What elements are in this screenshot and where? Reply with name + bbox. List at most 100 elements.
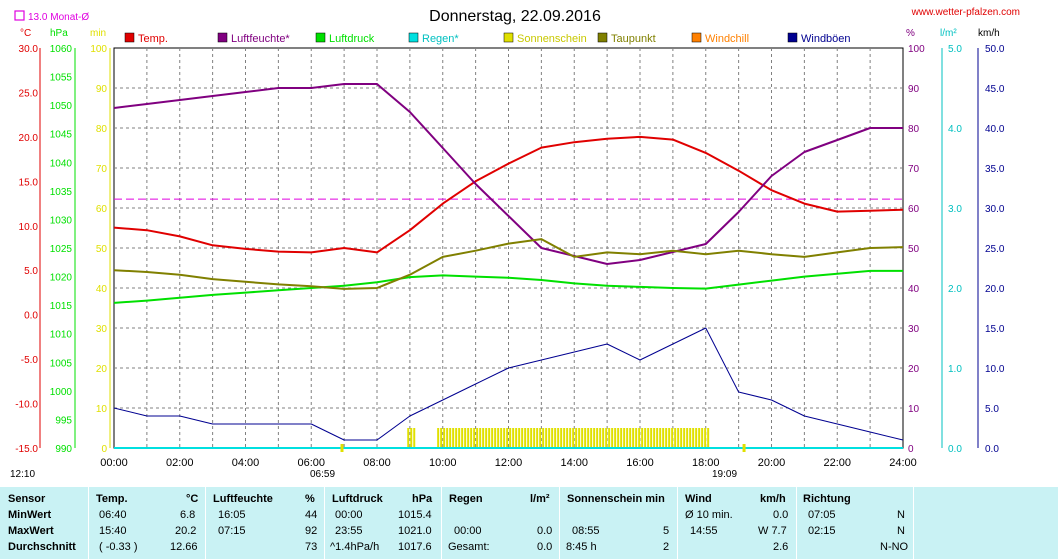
moonrise-label: 12:10 bbox=[10, 469, 35, 480]
stats-divider bbox=[796, 487, 797, 559]
pressure-avg: 1017.6 bbox=[398, 541, 432, 553]
time-tick-label: 20:00 bbox=[758, 457, 786, 469]
sun-total: 8:45 h bbox=[566, 541, 597, 553]
rain-tick-label: 3.0 bbox=[948, 204, 962, 215]
temp-tick-label: 10.0 bbox=[19, 222, 39, 233]
sunshine-bar bbox=[473, 428, 476, 448]
minutes-tick-label: 90 bbox=[96, 84, 108, 95]
sunshine-bar bbox=[560, 428, 563, 448]
chart-background bbox=[0, 0, 1058, 487]
sunshine-bar bbox=[608, 428, 611, 448]
time-tick-label: 16:00 bbox=[626, 457, 654, 469]
pressure-tick-label: 1005 bbox=[50, 358, 73, 369]
wind-tick-label: 20.0 bbox=[985, 284, 1005, 295]
wind-header: Wind bbox=[685, 493, 712, 505]
sunshine-bar bbox=[581, 428, 584, 448]
legend-label: Luftfeuchte* bbox=[231, 33, 290, 45]
pressure-tick-label: 1055 bbox=[50, 73, 73, 84]
sunshine-bar bbox=[527, 428, 530, 448]
rain-unit-label: l/m² bbox=[940, 28, 957, 39]
stats-row-label-max: MaxWert bbox=[8, 525, 54, 537]
humidity-tick-label: 100 bbox=[908, 44, 925, 55]
wind-tick-label: 40.0 bbox=[985, 124, 1005, 135]
sunshine-bar bbox=[512, 428, 515, 448]
wind-tick-label: 0.0 bbox=[985, 444, 999, 455]
temp-min-time: 06:40 bbox=[99, 509, 127, 521]
sunshine-bar bbox=[521, 428, 524, 448]
temp-avg-note: ( -0.33 ) bbox=[99, 541, 138, 553]
sunshine-bar bbox=[464, 428, 467, 448]
direction-min: N bbox=[897, 509, 905, 521]
pressure-tick-label: 1020 bbox=[50, 273, 73, 284]
sunshine-bar bbox=[668, 428, 671, 448]
pressure-tick-label: 1025 bbox=[50, 244, 73, 255]
pressure-tick-label: 1030 bbox=[50, 215, 73, 226]
wind-avg: 2.6 bbox=[773, 541, 789, 553]
series-line-luftdruck bbox=[113, 269, 903, 304]
sunshine-bar bbox=[590, 428, 593, 448]
sunshine-bar bbox=[509, 428, 512, 448]
sunshine-bar bbox=[446, 428, 449, 448]
sunshine-bar bbox=[644, 428, 647, 448]
humidity-max-time: 07:15 bbox=[218, 525, 246, 537]
sunshine-bar bbox=[629, 428, 632, 448]
sunshine-bar bbox=[476, 428, 479, 448]
site-link[interactable]: www.wetter-pfalzen.com bbox=[911, 7, 1020, 18]
sunshine-bar bbox=[692, 428, 695, 448]
direction-min-time: 07:05 bbox=[808, 509, 836, 521]
humidity-tick-label: 50 bbox=[908, 244, 920, 255]
wind-tick-label: 10.0 bbox=[985, 364, 1005, 375]
sunshine-bar bbox=[449, 428, 452, 448]
pressure-tick-label: 1040 bbox=[50, 158, 73, 169]
sunshine-bar bbox=[491, 428, 494, 448]
sun-max-time: 08:55 bbox=[572, 525, 600, 537]
legend-swatch bbox=[124, 32, 135, 43]
sunshine-bar bbox=[701, 428, 704, 448]
pressure-tick-label: 1035 bbox=[50, 187, 73, 198]
sunshine-bar bbox=[557, 428, 560, 448]
direction-max: N bbox=[897, 525, 905, 537]
temp-max-time: 15:40 bbox=[99, 525, 127, 537]
sunshine-bar bbox=[488, 428, 491, 448]
direction-avg: N-NO bbox=[880, 541, 909, 553]
pressure-header: Luftdruck bbox=[332, 493, 383, 505]
sunshine-bar bbox=[506, 428, 509, 448]
legend-swatch bbox=[408, 32, 419, 43]
stats-divider bbox=[324, 487, 325, 559]
wind-unit-label: km/h bbox=[978, 28, 1000, 39]
rain-total: 0.0 bbox=[537, 541, 553, 553]
pressure-tick-label: 1045 bbox=[50, 130, 73, 141]
time-tick-label: 24:00 bbox=[889, 457, 917, 469]
sunshine-bar bbox=[605, 428, 608, 448]
monthly-avg-label: 13.0 Monat-Ø bbox=[28, 12, 89, 23]
legend-swatch bbox=[691, 32, 702, 43]
rain-tick-label: 4.0 bbox=[948, 124, 962, 135]
time-tick-label: 00:00 bbox=[100, 457, 128, 469]
sun-avg: 2 bbox=[663, 541, 670, 553]
sunshine-bar bbox=[620, 428, 623, 448]
wind-unit: km/h bbox=[760, 493, 786, 505]
minutes-tick-label: 10 bbox=[96, 404, 108, 415]
temp-min: 6.8 bbox=[180, 509, 196, 521]
pressure-min-time: 00:00 bbox=[335, 509, 363, 521]
sunshine-bar bbox=[626, 428, 629, 448]
humidity-min: 44 bbox=[305, 509, 318, 521]
minutes-tick-label: 60 bbox=[96, 204, 108, 215]
minutes-tick-label: 30 bbox=[96, 324, 108, 335]
legend-label: Windböen bbox=[801, 33, 851, 45]
sunshine-bar bbox=[635, 428, 638, 448]
sunshine-bar bbox=[533, 428, 536, 448]
stats-panel bbox=[0, 487, 1058, 559]
sunshine-bar bbox=[617, 428, 620, 448]
sunshine-bar bbox=[437, 428, 440, 448]
sunshine-bar bbox=[518, 428, 521, 448]
sunshine-bar bbox=[641, 428, 644, 448]
sunshine-bar bbox=[563, 428, 566, 448]
sunshine-bar bbox=[440, 428, 443, 448]
stats-row-label-min: MinWert bbox=[8, 509, 52, 521]
sunshine-bar bbox=[515, 428, 518, 448]
sunshine-bar bbox=[569, 428, 572, 448]
sunshine-bar bbox=[530, 428, 533, 448]
sun-header: Sonnenschein min bbox=[567, 493, 665, 505]
sunshine-bar bbox=[566, 428, 569, 448]
